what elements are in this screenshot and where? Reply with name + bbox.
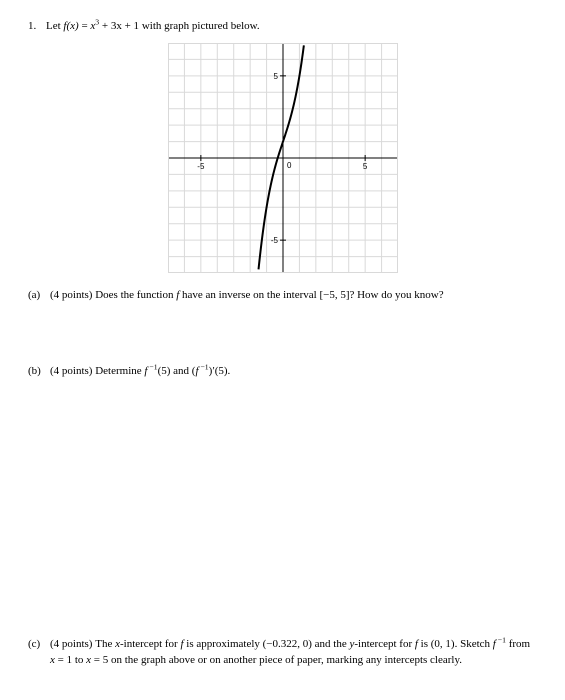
part-b: (b) (4 points) Determine f −1(5) and (f …: [28, 363, 537, 380]
part-b-a1: (5): [158, 365, 171, 377]
fn-eq: =: [79, 20, 91, 32]
part-c: (c) (4 points) The x-intercept for f is …: [28, 636, 537, 669]
gap-b: [28, 380, 537, 636]
part-a-t1: Does the function: [95, 289, 176, 301]
part-a-points: (4 points): [50, 289, 92, 301]
part-c-label: (c): [28, 636, 50, 669]
pc-sup: −1: [496, 635, 506, 644]
stem-prefix: Let: [46, 20, 63, 32]
part-b-s2: −1: [199, 362, 209, 371]
fn-rest: + 3x + 1: [99, 20, 139, 32]
pc-t3: is approximately (−0.322, 0) and the: [184, 638, 350, 650]
part-a-label: (a): [28, 287, 50, 304]
part-c-points: (4 points): [50, 638, 92, 650]
svg-text:0: 0: [287, 161, 292, 170]
part-b-points: (4 points): [50, 365, 92, 377]
gap-a: [28, 303, 537, 363]
part-a-t2: have an inverse on the interval [−5, 5]?…: [179, 289, 443, 301]
part-b-label: (b): [28, 363, 50, 380]
svg-text:-5: -5: [197, 162, 205, 171]
pc-t8: = 5 on the graph above or on another pie…: [91, 654, 462, 666]
svg-text:5: 5: [273, 71, 278, 80]
question-number: 1.: [28, 18, 46, 35]
page-container: 1. Let f(x) = x3 + 3x + 1 with graph pic…: [0, 0, 565, 669]
part-b-body: (4 points) Determine f −1(5) and (f −1)′…: [50, 363, 537, 380]
svg-text:-5: -5: [270, 236, 278, 245]
part-a: (a) (4 points) Does the function f have …: [28, 287, 537, 304]
part-b-a2: (5).: [215, 365, 231, 377]
pc-t5: is (0, 1). Sketch: [418, 638, 493, 650]
pc-t2: -intercept for: [120, 638, 180, 650]
part-c-body: (4 points) The x-intercept for f is appr…: [50, 636, 537, 669]
fn-lhs: f(x): [63, 20, 78, 32]
pc-t7: = 1 to: [55, 654, 86, 666]
part-b-t1: Determine: [95, 365, 144, 377]
pc-t4: -intercept for: [354, 638, 414, 650]
part-b-t2: and (: [170, 365, 195, 377]
question-text: Let f(x) = x3 + 3x + 1 with graph pictur…: [46, 18, 537, 35]
part-b-s1: −1: [147, 362, 157, 371]
function-graph: -5 5 -5 5 0: [168, 43, 398, 273]
question-stem: 1. Let f(x) = x3 + 3x + 1 with graph pic…: [28, 18, 537, 35]
pc-t1: The: [95, 638, 115, 650]
chart-container: -5 5 -5 5 0: [28, 43, 537, 273]
pc-t6: from: [506, 638, 530, 650]
part-a-body: (4 points) Does the function f have an i…: [50, 287, 537, 304]
svg-text:5: 5: [362, 162, 367, 171]
stem-suffix: with graph pictured below.: [139, 20, 260, 32]
